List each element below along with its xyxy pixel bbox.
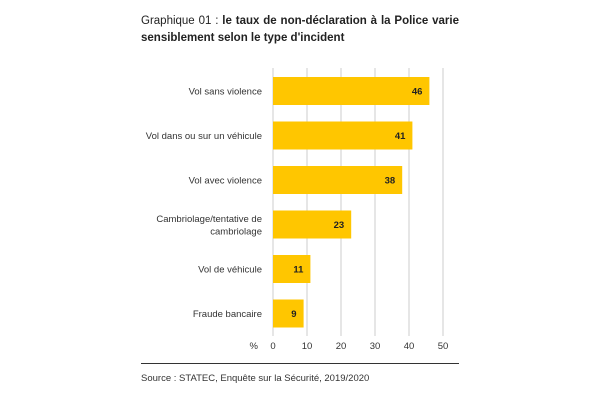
category-label: Cambriolage/tentative de cambriolage <box>156 214 262 238</box>
bar <box>273 299 304 328</box>
chart-title-prefix: Graphique 01 : <box>141 15 223 27</box>
category-label-line: Vol dans ou sur un véhicule <box>146 131 262 142</box>
x-tick-label: 40 <box>404 341 415 352</box>
x-tick-label: 50 <box>438 341 449 352</box>
x-tick-label: 0 <box>270 341 275 352</box>
category-label-line: Vol avec violence <box>189 176 262 187</box>
category-label-line: Fraude bancaire <box>193 309 262 320</box>
bar-value-label: 9 <box>291 309 296 320</box>
category-label: Vol avec violence <box>189 176 262 187</box>
category-label-line: Vol sans violence <box>189 87 262 98</box>
bar <box>273 210 352 239</box>
bar-value-label: 23 <box>334 220 345 231</box>
footer-rule <box>141 363 459 364</box>
bar-value-label: 11 <box>293 265 304 276</box>
chart-source: Source : STATEC, Enquête sur la Sécurité… <box>141 373 370 384</box>
chart-title: Graphique 01 : le taux de non-déclaratio… <box>141 13 459 47</box>
bar <box>273 77 430 105</box>
category-label: Vol de véhicule <box>198 265 262 276</box>
category-label: Vol dans ou sur un véhicule <box>146 131 262 142</box>
chart-title-text: le taux de non-déclaration à la Police v… <box>141 15 459 44</box>
bar <box>273 255 311 283</box>
x-tick-label: 30 <box>370 341 381 352</box>
x-tick-label: 10 <box>302 341 313 352</box>
category-label: Fraude bancaire <box>193 309 262 320</box>
bar-value-label: 41 <box>395 131 406 142</box>
category-label: Vol sans violence <box>189 87 262 98</box>
category-label-line: cambriolage <box>210 226 262 237</box>
bar-value-label: 38 <box>385 176 396 187</box>
bar <box>273 166 403 194</box>
bar-value-label: 46 <box>412 87 423 98</box>
bar <box>273 121 413 150</box>
category-label-line: Cambriolage/tentative de <box>156 214 262 225</box>
x-tick-label: 20 <box>336 341 347 352</box>
x-axis-unit: % <box>250 341 259 352</box>
category-label-line: Vol de véhicule <box>198 265 262 276</box>
